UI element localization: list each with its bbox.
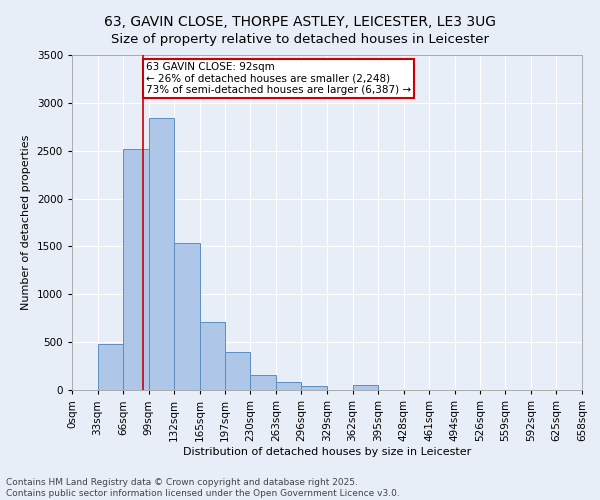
Bar <box>353 384 378 390</box>
Y-axis label: Number of detached properties: Number of detached properties <box>21 135 31 310</box>
Text: Size of property relative to detached houses in Leicester: Size of property relative to detached ho… <box>111 32 489 46</box>
Text: Contains HM Land Registry data © Crown copyright and database right 2025.
Contai: Contains HM Land Registry data © Crown c… <box>6 478 400 498</box>
Bar <box>250 375 276 390</box>
Bar <box>276 382 301 390</box>
Bar <box>175 243 200 390</box>
Bar <box>149 118 175 390</box>
X-axis label: Distribution of detached houses by size in Leicester: Distribution of detached houses by size … <box>183 446 471 456</box>
Text: 63 GAVIN CLOSE: 92sqm
← 26% of detached houses are smaller (2,248)
73% of semi-d: 63 GAVIN CLOSE: 92sqm ← 26% of detached … <box>146 62 411 95</box>
Bar <box>123 149 149 390</box>
Bar <box>98 344 123 390</box>
Bar <box>200 322 224 390</box>
Bar <box>301 386 327 390</box>
Text: 63, GAVIN CLOSE, THORPE ASTLEY, LEICESTER, LE3 3UG: 63, GAVIN CLOSE, THORPE ASTLEY, LEICESTE… <box>104 15 496 29</box>
Bar <box>224 352 250 390</box>
